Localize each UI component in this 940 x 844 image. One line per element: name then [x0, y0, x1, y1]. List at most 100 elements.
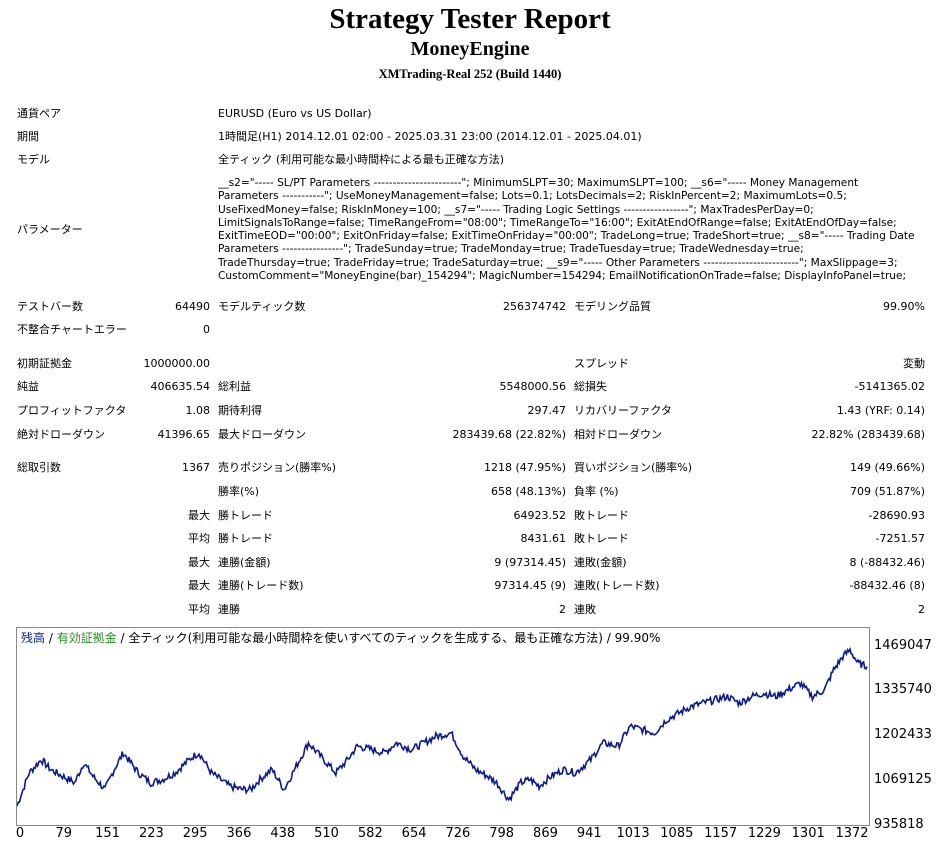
- y-tick-label: 1069125: [874, 772, 932, 787]
- symbol-value: EURUSD (Euro vs US Dollar): [218, 107, 372, 120]
- legend-equity: 有効証拠金: [56, 631, 117, 645]
- pf-label: プロフィットファクタ: [17, 404, 127, 417]
- x-tick-label: 654: [401, 826, 427, 841]
- x-tick-label: 1301: [791, 826, 825, 841]
- lossrate-value: 709 (51.87%): [849, 485, 925, 498]
- y-tick-label: 1335740: [874, 682, 932, 697]
- model-label: モデル: [17, 153, 50, 166]
- spread-label: スプレッド: [574, 357, 629, 370]
- quality-value: 99.90%: [883, 300, 925, 313]
- avgconloss-label: 連敗: [574, 603, 596, 616]
- ticks-value: 256374742: [503, 300, 566, 313]
- x-tick-label: 438: [270, 826, 296, 841]
- x-tick-label: 941: [576, 826, 602, 841]
- grossloss-value: -5141365.02: [854, 380, 925, 393]
- ea-name: MoneyEngine: [410, 38, 530, 60]
- expected-label: 期待利得: [218, 404, 262, 417]
- chart-legend: 残高 / 有効証拠金 / 全ティック(利用可能な最小時間枠を使いすべてのティック…: [21, 630, 660, 646]
- trades-label: 総取引数: [17, 461, 61, 474]
- x-tick-label: 582: [357, 826, 383, 841]
- trades-value: 1367: [182, 461, 210, 474]
- maxdd-label: 最大ドローダウン: [218, 428, 306, 441]
- grossprofit-label: 総利益: [218, 380, 251, 393]
- reldd-label: 相対ドローダウン: [574, 428, 662, 441]
- max-label: 最大: [188, 556, 210, 569]
- avgconloss-value: 2: [918, 603, 925, 616]
- grossloss-label: 総損失: [574, 380, 607, 393]
- avgloss-value: -7251.57: [875, 532, 925, 545]
- params-value: __s2="----- SL/PT Parameters -----------…: [218, 177, 915, 283]
- short-label: 売りポジション(勝率%): [218, 461, 337, 474]
- legend-separator: /: [45, 631, 57, 645]
- quality-label: モデリング品質: [574, 300, 651, 313]
- bars-label: テストバー数: [17, 300, 83, 313]
- conloss-money-value: 8 (-88432.46): [849, 556, 925, 569]
- balance-chart: 残高 / 有効証拠金 / 全ティック(利用可能な最小時間枠を使いすべてのティック…: [16, 627, 870, 826]
- long-label: 買いポジション(勝率%): [574, 461, 693, 474]
- x-tick-label: 726: [445, 826, 471, 841]
- conloss-money-label: 連敗(金額): [574, 556, 627, 569]
- short-value: 1218 (47.95%): [483, 461, 566, 474]
- avgloss-label: 敗トレード: [574, 532, 629, 545]
- avg-label: 平均: [188, 603, 210, 616]
- x-tick-label: 0: [15, 826, 25, 841]
- ticks-label: モデルティック数: [218, 300, 306, 313]
- x-tick-label: 1157: [704, 826, 738, 841]
- max-label: 最大: [188, 509, 210, 522]
- bars-value: 64490: [175, 300, 210, 313]
- bestwin-label: 勝トレード: [218, 509, 273, 522]
- mismatch-value: 0: [203, 323, 210, 336]
- model-value: 全ティック (利用可能な最小時間枠による最も正確な方法): [218, 153, 505, 166]
- netprofit-value: 406635.54: [150, 380, 211, 393]
- max-label: 最大: [188, 579, 210, 592]
- avgconwin-value: 2: [559, 603, 566, 616]
- winrate-label: 勝率(%): [218, 485, 260, 498]
- absdd-value: 41396.65: [157, 428, 211, 441]
- x-tick-label: 223: [138, 826, 164, 841]
- netprofit-label: 純益: [17, 380, 39, 393]
- conwin-money-label: 連勝(金額): [218, 556, 271, 569]
- x-tick-label: 79: [55, 826, 73, 841]
- x-tick-label: 366: [226, 826, 252, 841]
- params-label: パラメーター: [17, 223, 83, 236]
- worstloss-label: 敗トレード: [574, 509, 629, 522]
- legend-separator: /: [116, 631, 129, 645]
- x-tick-label: 151: [95, 826, 120, 841]
- grossprofit-value: 5548000.56: [499, 380, 566, 393]
- y-tick-label: 1469047: [874, 638, 932, 653]
- absdd-label: 絶対ドローダウン: [17, 428, 105, 441]
- recovery-value: 1.43 (YRF: 0.14): [836, 404, 925, 417]
- avgwin-label: 勝トレード: [218, 532, 273, 545]
- legend-balance: 残高: [21, 631, 46, 645]
- report-title: Strategy Tester Report: [329, 3, 611, 35]
- x-tick-label: 1085: [660, 826, 694, 841]
- x-tick-label: 1229: [747, 826, 781, 841]
- chart-plot: [17, 646, 868, 807]
- period-label: 期間: [17, 130, 39, 143]
- pf-value: 1.08: [185, 404, 211, 417]
- period-value: 1時間足(H1) 2014.12.01 02:00 - 2025.03.31 2…: [218, 130, 642, 143]
- conloss-count-value: -88432.46 (8): [849, 579, 925, 592]
- y-tick-label: 935818: [874, 817, 924, 832]
- balance-line: [17, 646, 868, 807]
- x-tick-label: 1372: [835, 826, 869, 841]
- spread-value: 変動: [903, 357, 925, 370]
- conloss-count-label: 連敗(トレード数): [574, 579, 660, 592]
- x-tick-label: 798: [489, 826, 515, 841]
- conwin-money-value: 9 (97314.45): [494, 556, 566, 569]
- long-value: 149 (49.66%): [849, 461, 925, 474]
- maxdd-value: 283439.68 (22.82%): [452, 428, 566, 441]
- legend-model: 全ティック(利用可能な最小時間枠を使いすべてのティックを生成する、最も正確な方法…: [128, 631, 661, 645]
- reldd-value: 22.82% (283439.68): [811, 428, 925, 441]
- x-tick-label: 869: [533, 826, 558, 841]
- lossrate-label: 負率 (%): [574, 485, 619, 498]
- x-tick-label: 295: [182, 826, 208, 841]
- symbol-label: 通貨ペア: [17, 107, 61, 120]
- server-info: XMTrading-Real 252 (Build 1440): [378, 67, 562, 81]
- recovery-label: リカバリーファクタ: [574, 404, 672, 417]
- y-tick-label: 1202433: [874, 727, 932, 742]
- x-tick-label: 510: [314, 826, 339, 841]
- deposit-label: 初期証拠金: [17, 357, 72, 370]
- avgconwin-label: 連勝: [218, 603, 240, 616]
- winrate-value: 658 (48.13%): [490, 485, 566, 498]
